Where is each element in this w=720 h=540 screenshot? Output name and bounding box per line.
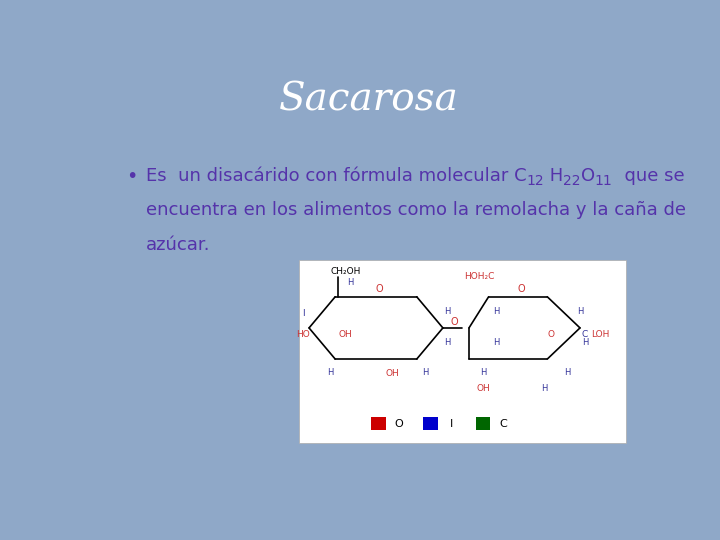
Text: O: O [581,167,595,185]
Text: O: O [518,285,525,294]
Text: H: H [544,167,563,185]
Text: CH₂OH: CH₂OH [330,267,361,276]
Text: que se: que se [613,167,684,185]
FancyBboxPatch shape [423,417,438,430]
Text: encuentra en los alimentos como la remolacha y la caña de: encuentra en los alimentos como la remol… [145,201,685,219]
Text: HOH₂C: HOH₂C [464,272,495,281]
Text: azúcar.: azúcar. [145,235,210,254]
Text: H: H [444,307,451,316]
Text: O: O [395,419,403,429]
Text: I: I [449,419,453,429]
Text: 12: 12 [526,174,544,188]
FancyBboxPatch shape [300,260,626,443]
Text: I: I [302,309,305,318]
Text: LOH: LOH [591,330,610,339]
Text: •: • [126,167,138,186]
Text: HO: HO [296,330,310,339]
Text: OH: OH [338,330,352,339]
Text: H: H [582,338,588,347]
Text: O: O [375,285,383,294]
Text: Sacarosa: Sacarosa [279,82,459,118]
Text: 22: 22 [563,174,581,188]
FancyBboxPatch shape [371,417,386,430]
Text: C: C [582,330,588,339]
Text: H: H [346,278,353,287]
Text: OH: OH [477,384,490,393]
Text: H: H [327,368,333,377]
Text: 11: 11 [595,174,613,188]
Text: H: H [493,338,500,347]
Text: Es  un disacárido con fórmula molecular C: Es un disacárido con fórmula molecular C [145,167,526,185]
Text: H: H [577,307,583,316]
Text: H: H [493,307,500,316]
Text: C: C [500,419,507,429]
Text: H: H [444,338,451,347]
Text: O: O [451,318,458,327]
Text: H: H [564,368,570,377]
Text: OH: OH [385,369,399,378]
Text: H: H [541,384,547,393]
FancyBboxPatch shape [475,417,490,430]
Text: H: H [480,368,487,377]
Text: O: O [547,330,554,339]
Text: H: H [422,368,428,377]
